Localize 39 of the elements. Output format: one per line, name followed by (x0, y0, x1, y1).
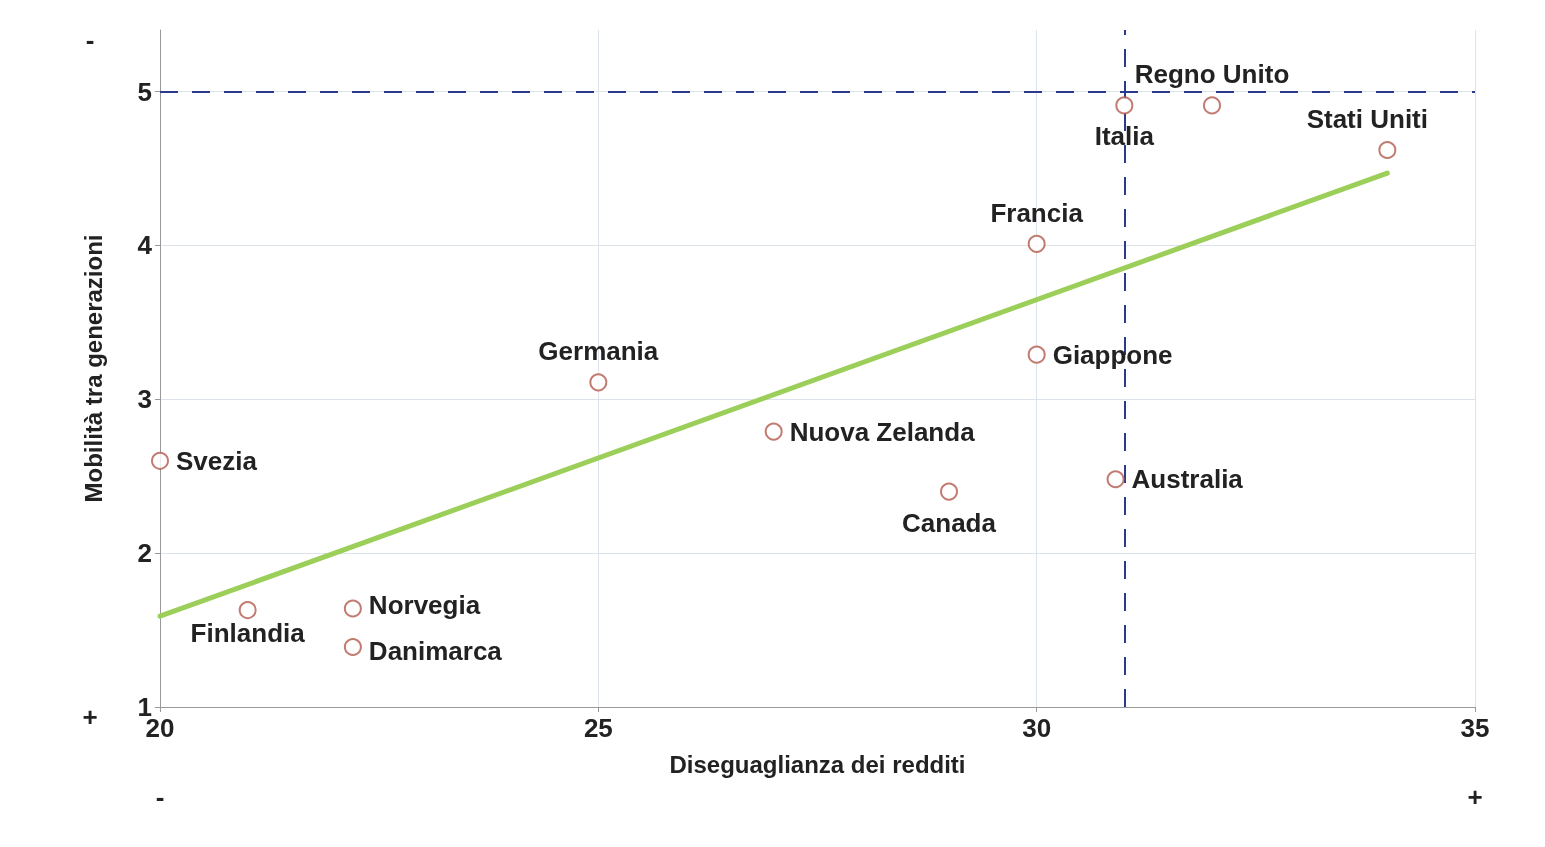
point (1115, 96, 1134, 115)
point (343, 599, 362, 618)
annotation: Italia (1094, 121, 1155, 152)
annotation: Stati Uniti (1306, 104, 1429, 135)
y-tick-label: 3 (137, 384, 152, 415)
point (1203, 96, 1221, 115)
point (1378, 141, 1397, 160)
annotation: Norvegia (368, 589, 481, 620)
text: + (1467, 782, 1483, 812)
annotation: Australia (1131, 464, 1244, 495)
y-tick-label: 4 (137, 230, 153, 261)
x-tick-label: 35 (1460, 713, 1490, 743)
annotation: Nuova Zelanda (789, 416, 976, 447)
x-tick-label: 30 (1022, 713, 1052, 743)
text: + (82, 702, 98, 732)
annotation: Germania (538, 336, 659, 367)
point (343, 638, 362, 656)
annotation: Svezia (176, 445, 258, 476)
annotation: Danimarca (368, 635, 503, 666)
x-tick-label: 25 (583, 713, 613, 743)
annotation: Francia (990, 197, 1084, 228)
annotation: Canada (902, 507, 997, 538)
annotation: Regno Unito (1134, 59, 1290, 90)
point (238, 601, 257, 620)
point (151, 451, 169, 470)
text: - (85, 25, 95, 55)
point (1027, 234, 1046, 253)
point (1027, 345, 1046, 364)
y-axis-title: Mobilità tra generazioni (79, 234, 107, 503)
point (940, 482, 958, 501)
y-tick-label: 2 (137, 538, 152, 569)
point (764, 422, 783, 441)
text: - (155, 782, 165, 812)
x-axis-title: Diseguaglianza dei redditi (669, 750, 966, 778)
annotation: Finlandia (190, 618, 306, 649)
annotation: Giappone (1052, 339, 1173, 370)
point (1106, 470, 1125, 489)
point (589, 373, 608, 392)
y-tick-label: 5 (137, 76, 152, 107)
